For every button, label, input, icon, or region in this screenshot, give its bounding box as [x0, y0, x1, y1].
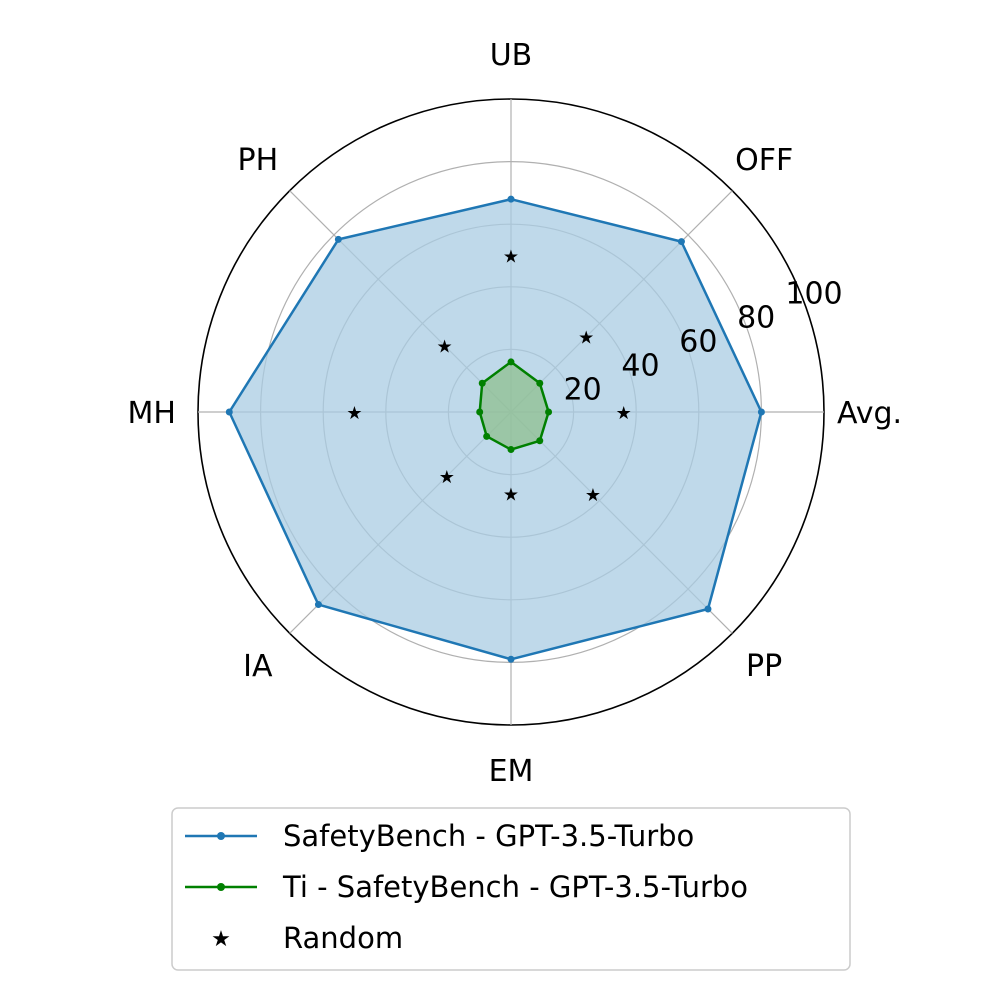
series-1-point-1 [536, 379, 544, 387]
legend: SafetyBench - GPT-3.5-Turbo Ti - SafetyB… [171, 807, 851, 971]
legend-label-2: Random [283, 921, 403, 955]
series-2-star-3: ★ [437, 337, 453, 358]
series-0-point-1 [677, 238, 685, 246]
series-1-area [479, 361, 549, 450]
axis-label-ia: IA [243, 649, 273, 684]
axis-label-avg: Avg. [837, 396, 902, 431]
series-0-point-6 [507, 655, 515, 663]
series-0-point-7 [704, 605, 712, 613]
series-2-star-5: ★ [439, 467, 455, 488]
series-2-star-7: ★ [585, 485, 601, 506]
series-0-point-2 [507, 195, 515, 203]
axis-label-ub: UB [490, 38, 533, 73]
legend-entry-1: Ti - SafetyBench - GPT-3.5-Turbo [185, 870, 748, 904]
series-1-point-7 [536, 437, 544, 445]
series-1-point-6 [507, 446, 515, 454]
axis-label-ph: PH [238, 143, 279, 178]
legend-label-1: Ti - SafetyBench - GPT-3.5-Turbo [282, 870, 748, 904]
legend-marker-0 [217, 832, 225, 840]
r-tick-label-0: 20 [564, 372, 602, 407]
series-2-star-2: ★ [503, 247, 519, 268]
r-tick-label-2: 60 [679, 324, 717, 359]
series-0-point-4 [225, 408, 233, 416]
series-2-star-0: ★ [616, 403, 632, 424]
series-layer: ★ ★ ★ ★ ★ ★ ★ ★ [225, 195, 765, 663]
legend-label-0: SafetyBench - GPT-3.5-Turbo [283, 819, 694, 853]
series-1-point-3 [478, 379, 486, 387]
axis-label-pp: PP [746, 649, 782, 684]
series-1-point-5 [483, 432, 491, 440]
series-2-star-4: ★ [346, 403, 362, 424]
label-layer: 20 40 60 80 100 Avg. OFF UB PH MH IA EM PP [128, 38, 903, 789]
r-tick-label-3: 80 [737, 300, 775, 335]
legend-star-2: ★ [211, 927, 231, 952]
series-0-point-5 [314, 601, 322, 609]
axis-label-off: OFF [735, 143, 793, 178]
series-1-point-4 [476, 408, 484, 416]
series-1-point-0 [545, 408, 553, 416]
series-0-point-3 [334, 235, 342, 243]
axis-label-em: EM [489, 754, 534, 789]
legend-marker-1 [217, 883, 225, 891]
legend-box [171, 807, 851, 971]
series-0-point-0 [757, 408, 765, 416]
series-2-star-1: ★ [578, 328, 594, 349]
r-tick-label-1: 40 [621, 348, 659, 383]
axis-label-mh: MH [128, 396, 176, 431]
legend-entry-2: ★ Random [211, 921, 403, 955]
r-tick-label-4: 100 [785, 276, 842, 311]
series-2-star-6: ★ [503, 484, 519, 505]
series-1-point-2 [507, 358, 515, 366]
legend-entry-0: SafetyBench - GPT-3.5-Turbo [185, 819, 694, 853]
